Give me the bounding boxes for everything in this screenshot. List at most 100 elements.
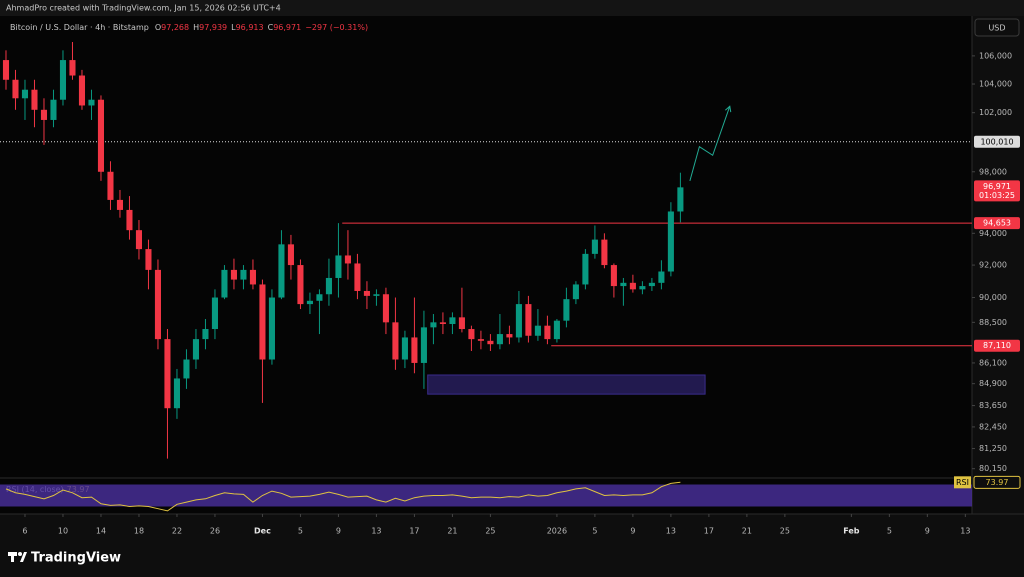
candle-body — [325, 277, 332, 295]
x-tick-label: 6 — [22, 527, 27, 536]
candle-body — [392, 322, 399, 360]
x-tick-label: 21 — [447, 527, 457, 536]
y-tick-label: 98,000 — [979, 167, 1007, 176]
author-line: AhmadPro created with TradingView.com, J… — [6, 4, 281, 13]
level-label-box — [974, 135, 1020, 148]
currency-button[interactable] — [974, 18, 1020, 37]
candle-body — [420, 327, 427, 363]
candle-body — [363, 290, 370, 296]
x-tick-label: 13 — [371, 527, 381, 536]
candle-body — [211, 297, 218, 330]
rsi-axis-value: 73.97 — [986, 478, 1009, 487]
candle-body — [154, 269, 162, 340]
last-price-box — [974, 180, 1020, 202]
x-tick-label: 10 — [58, 527, 68, 536]
x-tick-label: 22 — [172, 527, 182, 536]
candle-body — [620, 282, 627, 287]
symbol-legend: Bitcoin / U.S. Dollar · 4h · Bitstamp O97… — [10, 23, 368, 32]
candle-body — [477, 339, 484, 341]
x-tick-label: 18 — [134, 527, 144, 536]
candle-body — [648, 282, 655, 287]
candle-body — [2, 60, 10, 80]
readout-change: −297 (−0.31%) — [305, 23, 368, 32]
candle-body — [107, 171, 114, 200]
y-tick-label: 104,000 — [979, 80, 1012, 89]
projection-path — [689, 106, 731, 181]
candle-body — [373, 294, 380, 296]
candle-body — [278, 244, 285, 298]
candle-body — [439, 322, 446, 325]
x-tick-label: 5 — [298, 527, 303, 536]
y-tick-label: 80,150 — [979, 464, 1007, 473]
y-tick-label: 102,000 — [979, 108, 1012, 117]
candle-body — [126, 209, 133, 231]
candle-body — [306, 300, 313, 305]
candle-body — [50, 99, 57, 120]
level-label: 100,010 — [980, 137, 1013, 146]
logo-part — [18, 552, 22, 556]
candle-body — [525, 304, 532, 336]
x-tick-label: 13 — [666, 527, 676, 536]
candle-body — [468, 329, 475, 340]
readout-value: 96,913 — [236, 23, 264, 32]
candle-body — [591, 239, 598, 254]
readout-key: L — [231, 23, 236, 32]
y-tick-label: 106,000 — [979, 51, 1012, 60]
y-tick-label: 92,000 — [979, 261, 1007, 270]
brand-name: TradingView — [31, 551, 121, 566]
candle-body — [40, 109, 48, 120]
candle-body — [249, 269, 256, 285]
projection-arrowhead — [724, 105, 732, 113]
candle-body — [202, 329, 209, 340]
y-tick-label: 84,900 — [979, 379, 1007, 388]
rsi-band — [0, 484, 972, 507]
candle-body — [572, 284, 579, 300]
rsi-line — [5, 481, 681, 512]
candle-body — [21, 89, 29, 99]
readout-key: H — [193, 23, 199, 32]
x-tick-label: 26 — [210, 527, 220, 536]
brand: TradingView — [8, 551, 121, 566]
y-tick-label: 94,000 — [979, 229, 1007, 238]
y-tick-label: 86,100 — [979, 358, 1007, 367]
candle-body — [401, 337, 408, 360]
candle-body — [316, 294, 323, 301]
top-bar — [0, 0, 1024, 16]
x-tick-label: 9 — [336, 527, 341, 536]
candle-body — [563, 299, 570, 321]
candle-body — [515, 304, 522, 338]
candle-body — [88, 99, 95, 106]
candle-body — [135, 230, 143, 250]
candle-body — [667, 211, 674, 272]
last-price-label: 96,971 — [983, 182, 1011, 191]
level-label-box — [974, 339, 1020, 352]
currency[interactable]: USD — [988, 24, 1005, 33]
candle-body — [97, 99, 105, 172]
logo-part — [20, 552, 27, 562]
x-tick-label: 17 — [409, 527, 419, 536]
readout-value: 97,268 — [161, 23, 189, 32]
readout-value: 96,971 — [273, 23, 301, 32]
candle-body — [544, 325, 551, 340]
candle-body — [430, 322, 437, 328]
x-tick-label: 25 — [485, 527, 495, 536]
rsi-axis-tag-box — [954, 476, 971, 489]
candle-body — [411, 337, 418, 363]
y-tick-label: 82,450 — [979, 422, 1007, 431]
x-tick-label: 17 — [704, 527, 714, 536]
y-tick-label: 90,000 — [979, 293, 1007, 302]
candle-body — [344, 255, 351, 264]
candle-body — [59, 60, 67, 100]
x-tick-label: 9 — [925, 527, 930, 536]
candle-body — [677, 187, 684, 212]
candle-body — [382, 294, 389, 323]
candle-body — [31, 89, 38, 110]
x-tick-label: 21 — [742, 527, 752, 536]
x-tick-label: 25 — [780, 527, 790, 536]
x-tick-label: 13 — [960, 527, 970, 536]
y-tick-label: 81,250 — [979, 444, 1007, 453]
rsi-axis-tag: RSI — [956, 478, 969, 487]
candle-body — [192, 339, 199, 360]
x-tick-label: 14 — [96, 527, 106, 536]
